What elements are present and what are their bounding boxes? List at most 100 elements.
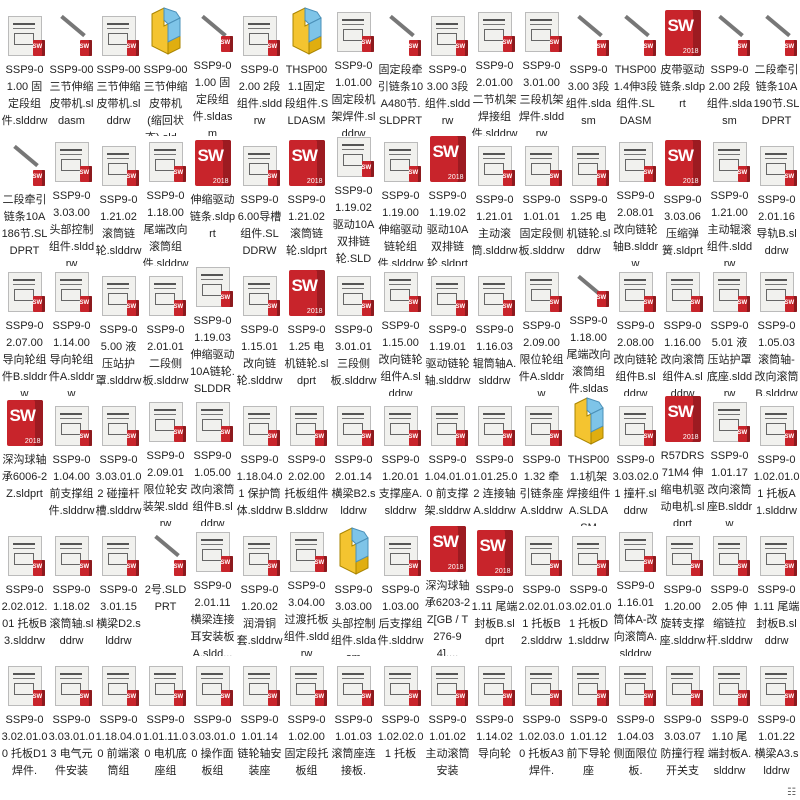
file-item[interactable]: SSP9-01.02.02.01 托板: [377, 656, 424, 786]
file-item[interactable]: SSP9-02.09.01 限位轮安装架.slddrw: [142, 396, 189, 526]
file-item[interactable]: SSP9-01.11 尾端封板B.slddrw: [753, 526, 800, 656]
file-item[interactable]: SSP9-02.00 2段组件.slddrw: [236, 6, 283, 136]
file-item[interactable]: SSP9-03.02.01.01 托板D1.slddrw: [565, 526, 612, 656]
file-item[interactable]: SSP9-03.00 3段组件.slddrw: [424, 6, 471, 136]
file-item[interactable]: SSP9-03.02.01.00 托板D1焊件.: [1, 656, 48, 786]
file-item[interactable]: SSP9-01.20.02 润滑铜套.slddrw: [236, 526, 283, 656]
file-item[interactable]: SSP9-05.01 液压站护罩底座.slddrw: [706, 266, 753, 396]
file-item[interactable]: SSP9-01.01.22 横梁A3.slddrw: [753, 656, 800, 786]
file-item[interactable]: SSP9-01.25 电机链轮.slddrw: [565, 136, 612, 266]
file-item[interactable]: SSP9-01.18.00 尾端改向滚筒组件.sldasm: [565, 266, 612, 396]
file-item[interactable]: SSP9-01.16.01 筒体A-改向滚筒A.slddrw: [612, 526, 659, 656]
file-item[interactable]: SSP9-03.03.00 头部控制组件.sldasm: [330, 526, 377, 656]
file-item[interactable]: SSP9-01.04.00 前支撑组件.slddrw: [48, 396, 95, 526]
file-item[interactable]: SSP9-01.21.00 主动辊滚组件.slddrw: [706, 136, 753, 266]
file-item[interactable]: SSP9-03.03.01.00 操作面板组: [189, 656, 236, 786]
file-item[interactable]: SSP9-03.03.00 头部控制组件.slddrw: [48, 136, 95, 266]
file-item[interactable]: SSP9-00三节伸缩皮带机(缩回状态).sld...: [142, 6, 189, 136]
file-item[interactable]: SSP9-01.18.04.01 保护筒体.slddrw: [236, 396, 283, 526]
file-item[interactable]: SW 2018 皮带驱动链条.sldprt: [659, 6, 706, 136]
file-item[interactable]: SSP9-03.03.02.01 撞杆.slddrw: [612, 396, 659, 526]
file-item[interactable]: SSP9-01.05.00 改向滚筒组件B.slddrw: [189, 396, 236, 526]
file-item[interactable]: SSP9-01.19.00 伸缩驱动链轮组件.slddrw: [377, 136, 424, 266]
file-item[interactable]: SSP9-01.01.11.00 电机底座组: [142, 656, 189, 786]
file-item[interactable]: SSP9-01.10 尾端封板A.slddrw: [706, 656, 753, 786]
file-item[interactable]: SSP9-02.08.00 改向链轮组件B.slddrw: [612, 266, 659, 396]
file-item[interactable]: SSP9-01.01.01 固定段侧板.slddrw: [518, 136, 565, 266]
file-item[interactable]: THSP001.4伸3段组件.SLDASM: [612, 6, 659, 136]
file-item[interactable]: SSP9-03.01.15 横梁D2.slddrw: [95, 526, 142, 656]
file-item[interactable]: SSP9-03.03.07 防撞行程开关支: [659, 656, 706, 786]
file-item[interactable]: SSP9-01.16.03 辊筒轴A.slddrw: [471, 266, 518, 396]
file-item[interactable]: SW 2018 伸缩驱动链条.sldprt: [189, 136, 236, 266]
file-item[interactable]: SSP9-01.21.01 主动滚筒.slddrw: [471, 136, 518, 266]
file-item[interactable]: 二段牵引链条10A186节.SLDPRT: [1, 136, 48, 266]
file-item[interactable]: SSP9-01.03.00 后支撑组件.slddrw: [377, 526, 424, 656]
file-item[interactable]: 固定段牵引链条10A480节.SLDPRT: [377, 6, 424, 136]
file-item[interactable]: THSP001.1固定段组件.SLDASM: [283, 6, 330, 136]
file-item[interactable]: SW 2018 SSP9-01.21.02 滚筒链轮.sldprt: [283, 136, 330, 266]
file-item[interactable]: SSP9-03.01.01 三段侧板.slddrw: [330, 266, 377, 396]
file-item[interactable]: THSP001.1机架焊接组件A.SLDASM: [565, 396, 612, 526]
file-item[interactable]: SSP9-02.08.01 改向链轮轴B.slddrw: [612, 136, 659, 266]
file-item[interactable]: SSP9-01.21.02 滚筒链轮.slddrw: [95, 136, 142, 266]
file-item[interactable]: SSP9-03.01.00 三段机架焊件.slddrw: [518, 6, 565, 136]
file-item[interactable]: SSP9-01.18.04.00 前端滚筒组: [95, 656, 142, 786]
file-item[interactable]: SW 2018 SSP9-01.25 电机链轮.sldprt: [283, 266, 330, 396]
file-item[interactable]: SSP9-01.20.00 旋转支撑座.slddrw: [659, 526, 706, 656]
file-item[interactable]: SSP9-01.01.12 前下导轮座: [565, 656, 612, 786]
file-item[interactable]: SSP9-01.20.01 支撑座A.slddrw: [377, 396, 424, 526]
file-item[interactable]: SSP9-01.01.17 改向滚筒座B.slddrw: [706, 396, 753, 526]
file-item[interactable]: SSP9-02.01.11 横梁连接耳安装板A.sldd...: [189, 526, 236, 656]
file-item[interactable]: SSP9-01.32 牵引链条座A.slddrw: [518, 396, 565, 526]
file-item[interactable]: SSP9-03.03.01.02 碰撞杆槽.slddrw: [95, 396, 142, 526]
file-item[interactable]: SSP9-01.18.00 尾端改向滚筒组件.slddrw: [142, 136, 189, 266]
file-item[interactable]: SSP9-05.00 液压站护罩.slddrw: [95, 266, 142, 396]
details-view-icon[interactable]: ☷: [787, 787, 796, 798]
file-item[interactable]: SW 2018 深沟球轴承6006-2Z.sldprt: [1, 396, 48, 526]
file-item[interactable]: SSP9-01.14.02 导向轮: [471, 656, 518, 786]
file-item[interactable]: SSP9-01.19.02驱动10A双排链轮.SLDD...: [330, 136, 377, 266]
file-item[interactable]: SSP9-01.19.03伸缩驱动10A链轮.SLDDRW: [189, 266, 236, 396]
file-item[interactable]: SSP9-01.16.00 改向滚筒组件A.slddrw: [659, 266, 706, 396]
file-item[interactable]: SSP9-01.01.25.02 连接轴A.slddrw: [471, 396, 518, 526]
file-item[interactable]: SSP9-02.01.14 横梁B2.slddrw: [330, 396, 377, 526]
file-item[interactable]: SSP9-01.15.01 改向链轮.slddrw: [236, 266, 283, 396]
file-item[interactable]: SSP9-02.01.00 二节机架焊接组件.slddrw: [471, 6, 518, 136]
file-item[interactable]: SSP9-02.09.00 限位轮组件A.slddrw: [518, 266, 565, 396]
file-item[interactable]: SSP9-01.14.00 导向轮组件A.slddrw: [48, 266, 95, 396]
file-item[interactable]: SSP9-01.04.03 侧面限位板.: [612, 656, 659, 786]
file-item[interactable]: SW 2018 深沟球轴承6203-2Z[GB / T 276-94]....: [424, 526, 471, 656]
file-item[interactable]: SSP9-03.00 3段组件.sldasm: [565, 6, 612, 136]
file-item[interactable]: SSP9-01.02.03.00 托板A3焊件.: [518, 656, 565, 786]
file-item[interactable]: SSP9-00三节伸缩皮带机.slddrw: [95, 6, 142, 136]
file-item[interactable]: SSP9-01.00 固定段组件.sldasm: [189, 6, 236, 136]
file-item[interactable]: SSP9-01.15.00 改向链轮组件A.slddrw: [377, 266, 424, 396]
file-item[interactable]: SSP9-01.01.14 链轮轴安装座: [236, 656, 283, 786]
file-item[interactable]: SSP9-02.01.01 二段侧板.slddrw: [142, 266, 189, 396]
file-item[interactable]: SSP9-06.00导槽组件.SLDDRW: [236, 136, 283, 266]
file-item[interactable]: SW 2018 SSP9-03.03.06 压缩弹簧.sldprt: [659, 136, 706, 266]
file-item[interactable]: SSP9-02.02.012.01 托板B3.slddrw: [1, 526, 48, 656]
file-item[interactable]: SSP9-01.02.01.01 托板A1.slddrw: [753, 396, 800, 526]
file-item[interactable]: SSP9-02.05 伸缩链拉杆.slddrw: [706, 526, 753, 656]
file-item[interactable]: SSP9-01.01.02 主动滚筒安装: [424, 656, 471, 786]
file-item[interactable]: SW 2018 R57DRS71M4 伸缩电机驱动电机.sldprt: [659, 396, 706, 526]
file-item[interactable]: SSP9-01.18.02 滚筒轴.slddrw: [48, 526, 95, 656]
file-item[interactable]: SSP9-01.00 固定段组件.slddrw: [1, 6, 48, 136]
file-item[interactable]: SSP9-02.02.00 托板组件B.slddrw: [283, 396, 330, 526]
file-item[interactable]: SW 2018 SSP9-01.19.02 驱动10A双排链轮.sldprt: [424, 136, 471, 266]
file-item[interactable]: SSP9-02.07.00 导向轮组件B.slddrw: [1, 266, 48, 396]
file-item[interactable]: SSP9-02.00 2段组件.sldasm: [706, 6, 753, 136]
file-item[interactable]: SSP9-01.05.03 滚筒轴-改向滚筒B.slddrw: [753, 266, 800, 396]
file-item[interactable]: SSP9-01.19.01 驱动链轮轴.slddrw: [424, 266, 471, 396]
file-item[interactable]: SSP9-00三节伸缩皮带机.sldasm: [48, 6, 95, 136]
file-item[interactable]: SSP9-01.01.00 固定段机架焊件.slddrw: [330, 6, 377, 136]
file-item[interactable]: SSP9-03.04.00 过渡托板组件.slddrw: [283, 526, 330, 656]
file-item[interactable]: SSP9-01.01.03 滚筒座连接板.: [330, 656, 377, 786]
file-item[interactable]: 2号.SLDPRT: [142, 526, 189, 656]
file-item[interactable]: 二段牵引链条10A190节.SLDPRT: [753, 6, 800, 136]
file-item[interactable]: SW 2018 SSP9-01.11 尾端封板B.sldprt: [471, 526, 518, 656]
file-item[interactable]: SSP9-02.02.01.01 托板B2.slddrw: [518, 526, 565, 656]
file-item[interactable]: SSP9-03.03.01.03 电气元件安装: [48, 656, 95, 786]
